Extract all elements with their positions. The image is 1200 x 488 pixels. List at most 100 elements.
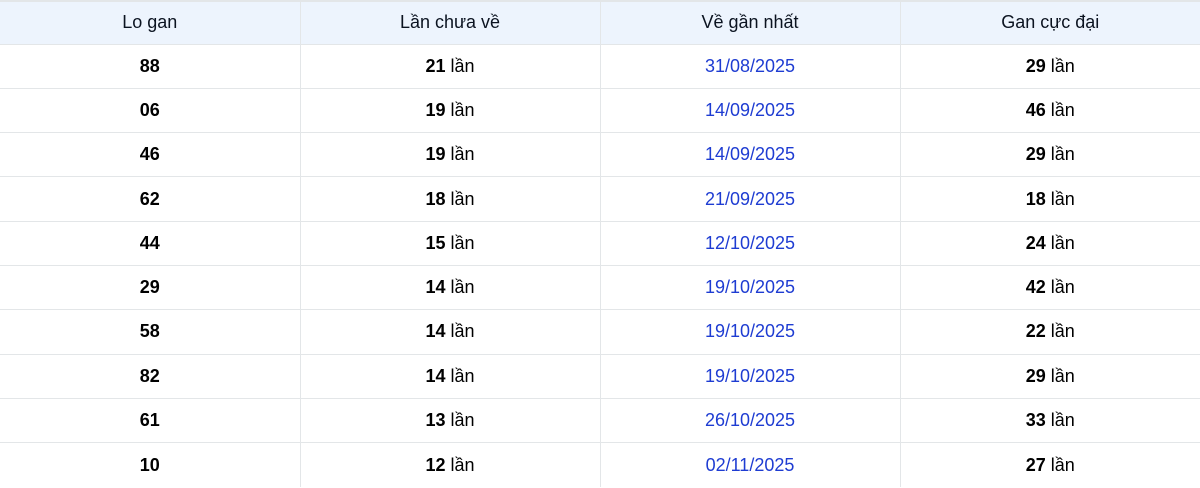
- lan-unit-label: lần: [1050, 144, 1075, 165]
- gan-cuc-dai-count: 18: [1025, 188, 1046, 209]
- cell-lan-chua-ve: 18 lần: [299, 176, 601, 222]
- cell-gan-cuc-dai: 42 lần: [899, 264, 1200, 311]
- lan-chua-ve-count: 14: [425, 365, 446, 386]
- gan-cuc-dai-count: 29: [1025, 365, 1046, 386]
- cell-ve-gan-nhat: 19/10/2025: [599, 264, 901, 311]
- last-appearance-date-link[interactable]: 31/08/2025: [704, 55, 796, 76]
- cell-ve-gan-nhat: 19/10/2025: [599, 353, 901, 399]
- lan-unit-label: lần: [450, 410, 475, 431]
- lo-gan-number: 10: [139, 454, 160, 475]
- cell-ve-gan-nhat: 26/10/2025: [599, 397, 901, 444]
- last-appearance-date-link[interactable]: 26/10/2025: [704, 410, 796, 431]
- cell-gan-cuc-dai: 33 lần: [899, 397, 1200, 444]
- cell-lo-gan: 88: [0, 43, 301, 89]
- column-header-ve-gan-nhat: Về gần nhất: [599, 0, 901, 45]
- table-row: 82 14 lần 19/10/2025 29 lần: [0, 353, 1200, 399]
- gan-cuc-dai-count: 22: [1025, 321, 1046, 342]
- table-row: 46 19 lần 14/09/2025 29 lần: [0, 132, 1200, 178]
- cell-ve-gan-nhat: 14/09/2025: [599, 132, 901, 178]
- cell-ve-gan-nhat: 14/09/2025: [599, 87, 901, 134]
- table-row: 61 13 lần 26/10/2025 33 lần: [0, 397, 1200, 444]
- last-appearance-date-link[interactable]: 12/10/2025: [704, 232, 796, 253]
- last-appearance-date-link[interactable]: 21/09/2025: [704, 188, 796, 209]
- lo-gan-number: 58: [139, 321, 160, 342]
- column-header-lan-chua-ve: Lần chưa về: [299, 0, 601, 45]
- lan-unit-label: lần: [450, 277, 475, 298]
- lan-chua-ve-count: 19: [425, 144, 446, 165]
- table-row: 88 21 lần 31/08/2025 29 lần: [0, 43, 1200, 89]
- last-appearance-date-link[interactable]: 19/10/2025: [704, 365, 796, 386]
- table-header-row: Lo gan Lần chưa về Về gần nhất Gan cực đ…: [0, 0, 1200, 45]
- lo-gan-number: 62: [139, 188, 160, 209]
- lan-unit-label: lần: [450, 99, 475, 120]
- lo-gan-number: 46: [139, 144, 160, 165]
- lan-unit-label: lần: [1050, 454, 1075, 475]
- column-header-lo-gan: Lo gan: [0, 0, 301, 45]
- column-header-gan-cuc-dai: Gan cực đại: [899, 0, 1200, 45]
- cell-lan-chua-ve: 13 lần: [299, 397, 601, 444]
- cell-lan-chua-ve: 19 lần: [299, 132, 601, 178]
- lo-gan-number: 06: [139, 99, 160, 120]
- cell-lo-gan: 58: [0, 309, 301, 355]
- lan-chua-ve-count: 13: [425, 410, 446, 431]
- lan-chua-ve-count: 19: [425, 99, 446, 120]
- lan-unit-label: lần: [1050, 410, 1075, 431]
- lo-gan-number: 82: [139, 365, 160, 386]
- lan-chua-ve-count: 15: [425, 232, 446, 253]
- lo-gan-number: 44: [139, 232, 160, 253]
- last-appearance-date-link[interactable]: 02/11/2025: [705, 454, 795, 475]
- table-row: 29 14 lần 19/10/2025 42 lần: [0, 264, 1200, 311]
- table-row: 10 12 lần 02/11/2025 27 lần: [0, 442, 1200, 487]
- cell-lan-chua-ve: 19 lần: [299, 87, 601, 134]
- table-header: Lo gan Lần chưa về Về gần nhất Gan cực đ…: [0, 0, 1200, 45]
- table-row: 06 19 lần 14/09/2025 46 lần: [0, 87, 1200, 134]
- lo-gan-number: 29: [139, 277, 160, 298]
- cell-ve-gan-nhat: 12/10/2025: [599, 220, 901, 266]
- gan-cuc-dai-count: 24: [1025, 232, 1046, 253]
- cell-gan-cuc-dai: 46 lần: [899, 87, 1200, 134]
- lan-chua-ve-count: 21: [425, 55, 446, 76]
- lan-unit-label: lần: [1050, 188, 1075, 209]
- last-appearance-date-link[interactable]: 19/10/2025: [704, 321, 796, 342]
- cell-ve-gan-nhat: 31/08/2025: [599, 43, 901, 89]
- table-row: 58 14 lần 19/10/2025 22 lần: [0, 309, 1200, 355]
- cell-lo-gan: 62: [0, 176, 301, 222]
- cell-lan-chua-ve: 14 lần: [299, 309, 601, 355]
- gan-cuc-dai-count: 29: [1025, 55, 1046, 76]
- cell-lan-chua-ve: 14 lần: [299, 264, 601, 311]
- table-row: 62 18 lần 21/09/2025 18 lần: [0, 176, 1200, 222]
- cell-ve-gan-nhat: 19/10/2025: [599, 309, 901, 355]
- cell-lan-chua-ve: 14 lần: [299, 353, 601, 399]
- cell-gan-cuc-dai: 29 lần: [899, 353, 1200, 399]
- lan-unit-label: lần: [450, 55, 475, 76]
- lan-chua-ve-count: 14: [425, 321, 446, 342]
- cell-gan-cuc-dai: 27 lần: [899, 442, 1200, 487]
- cell-lan-chua-ve: 21 lần: [299, 43, 601, 89]
- cell-gan-cuc-dai: 24 lần: [899, 220, 1200, 266]
- cell-ve-gan-nhat: 02/11/2025: [599, 442, 901, 487]
- table-body: 88 21 lần 31/08/2025 29 lần 06 19 lần 14/09…: [0, 43, 1200, 487]
- lan-unit-label: lần: [1050, 321, 1075, 342]
- cell-ve-gan-nhat: 21/09/2025: [599, 176, 901, 222]
- lan-unit-label: lần: [1050, 232, 1075, 253]
- cell-lan-chua-ve: 12 lần: [299, 442, 601, 487]
- lan-unit-label: lần: [450, 454, 475, 475]
- lan-unit-label: lần: [450, 365, 475, 386]
- cell-lo-gan: 44: [0, 220, 301, 266]
- cell-gan-cuc-dai: 18 lần: [899, 176, 1200, 222]
- cell-gan-cuc-dai: 22 lần: [899, 309, 1200, 355]
- cell-lo-gan: 06: [0, 87, 301, 134]
- cell-lo-gan: 29: [0, 264, 301, 311]
- lan-unit-label: lần: [450, 144, 475, 165]
- gan-cuc-dai-count: 42: [1025, 277, 1046, 298]
- lan-unit-label: lần: [1050, 99, 1075, 120]
- gan-cuc-dai-count: 29: [1025, 144, 1046, 165]
- lan-chua-ve-count: 12: [425, 454, 446, 475]
- lan-unit-label: lần: [450, 321, 475, 342]
- cell-gan-cuc-dai: 29 lần: [899, 43, 1200, 89]
- last-appearance-date-link[interactable]: 14/09/2025: [704, 144, 796, 165]
- last-appearance-date-link[interactable]: 19/10/2025: [704, 277, 796, 298]
- lan-unit-label: lần: [450, 232, 475, 253]
- last-appearance-date-link[interactable]: 14/09/2025: [704, 99, 796, 120]
